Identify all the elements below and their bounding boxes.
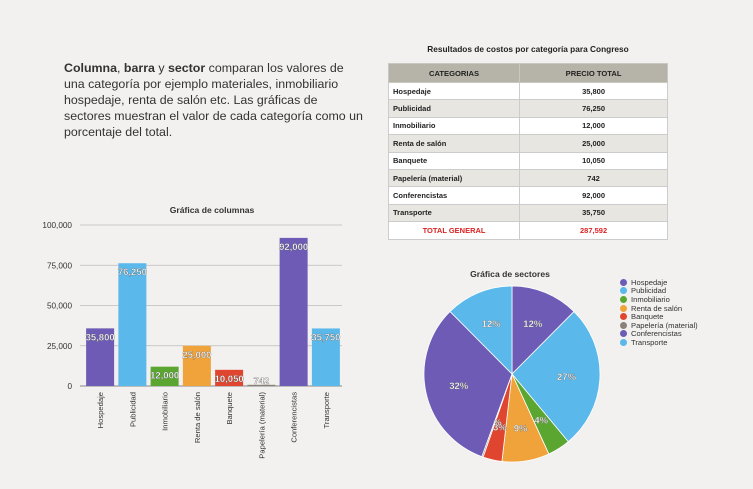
y-tick-label: 50,000	[47, 302, 72, 311]
legend-item: Publicidad	[620, 286, 698, 296]
y-tick-label: 75,000	[47, 261, 72, 270]
bar	[118, 263, 147, 386]
legend-swatch	[620, 295, 627, 303]
pie-percent-label: 4%	[534, 416, 548, 427]
legend-label: Banquete	[631, 312, 664, 322]
pie-slice	[511, 311, 601, 443]
x-category-label: Banquete	[225, 392, 234, 425]
bar-value-label: 92,000	[279, 242, 308, 253]
table-header-row: CATEGORIAS PRECIO TOTAL	[387, 63, 668, 83]
price-cell: 742	[519, 168, 668, 188]
legend-swatch	[620, 313, 627, 321]
bar	[86, 328, 115, 386]
legend-item: Transporte	[620, 338, 698, 347]
legend-item: Renta de salón	[620, 304, 698, 313]
y-tick-label: 0	[67, 382, 72, 391]
total-value: 287,592	[519, 221, 668, 240]
bar	[279, 237, 308, 386]
intro-text-2: y	[154, 61, 168, 75]
x-category-label: Conferencistas	[290, 392, 299, 443]
price-cell: 76,250	[519, 99, 668, 118]
legend-swatch	[620, 304, 627, 312]
table-row: Conferencistas 92,000	[387, 186, 668, 205]
legend-label: Renta de salón	[631, 303, 683, 313]
pie-chart-title: Gráfica de sectores	[470, 269, 550, 279]
legend-item: Hospedaje	[620, 278, 698, 287]
intro-bold-sector: sector	[168, 61, 206, 75]
x-category-label: Inmobiliario	[161, 392, 170, 431]
pie-legend: Hospedaje Publicidad Inmobiliario Renta de…	[620, 278, 698, 347]
intro-bold-barra: barra	[123, 61, 155, 75]
legend-item: Banquete	[620, 312, 698, 321]
x-category-label: Publicidad	[128, 392, 137, 427]
header-categorias: CATEGORIAS	[387, 63, 521, 83]
table-row: Renta de salón 25,000	[387, 134, 668, 153]
x-category-label: Hospedaje	[96, 392, 105, 428]
bar	[311, 328, 340, 386]
table-title: Resultados de costos por categoría para …	[427, 44, 629, 54]
pie-percent-label: 9%	[514, 423, 528, 434]
bar-value-label: 76,250	[118, 267, 147, 278]
category-cell: Papelería (material)	[387, 168, 521, 188]
y-tick-label: 100,000	[42, 221, 72, 230]
table-body: Hospedaje 35,800 Publicidad 76,250 Inmobilia…	[387, 81, 668, 240]
total-label: TOTAL GENERAL	[387, 221, 521, 240]
pie-slice	[423, 310, 513, 458]
bar-value-label: 12,000	[150, 371, 179, 382]
category-cell: Renta de salón	[387, 134, 521, 153]
pie-slice	[449, 285, 513, 375]
legend-item: Papelería (material)	[620, 321, 698, 330]
legend-label: Papelería (material)	[631, 320, 698, 330]
intro-text-3: comparan los valores de una categoría po…	[64, 61, 363, 139]
table-row: Publicidad 76,250	[387, 99, 668, 118]
pie-percent-label: 32%	[449, 381, 469, 392]
pie-percent-label: 12%	[523, 319, 543, 330]
legend-label: Hospedaje	[631, 277, 668, 287]
table-row: Hospedaje 35,800	[387, 81, 668, 101]
pie-percent-label: 12%	[482, 319, 502, 330]
legend-swatch	[620, 287, 627, 295]
column-chart: 0 25,000 50,000 75,000 100,000 35,800 Hospedaj…	[42, 221, 342, 459]
bar	[150, 366, 179, 386]
x-category-label: Papelería (material)	[257, 392, 266, 459]
bar-value-label: 742	[253, 376, 269, 387]
pie-percent-label: 0%	[488, 418, 502, 429]
x-category-label: Renta de salón	[193, 392, 202, 443]
legend-label: Conferencistas	[631, 329, 682, 339]
intro-paragraph: Columna, barra y sector comparan los val…	[64, 60, 364, 140]
table-row: Transporte 35,750	[387, 203, 668, 223]
legend-swatch	[620, 278, 627, 286]
bar-value-label: 25,000	[182, 350, 211, 361]
legend-item: Inmobiliario	[620, 295, 698, 304]
pie-percent-label: 27%	[557, 372, 577, 383]
legend-label: Publicidad	[631, 286, 667, 296]
price-cell: 25,000	[519, 134, 668, 153]
header-precio-total: PRECIO TOTAL	[519, 63, 668, 83]
intro-bold-columna: Columna	[64, 61, 118, 75]
legend-swatch	[620, 330, 627, 338]
bar	[182, 345, 211, 386]
x-category-label: Transporte	[322, 392, 331, 428]
bar	[247, 384, 276, 386]
table-row: Papelería (material) 742	[387, 168, 668, 188]
legend-label: Inmobiliario	[631, 294, 670, 304]
total-row: TOTAL GENERAL 287,592	[387, 221, 668, 240]
pie-percent-label: 3%	[493, 423, 507, 434]
price-cell: 35,750	[519, 203, 668, 223]
bar-value-label: 10,050	[215, 374, 244, 385]
costs-table: CATEGORIAS PRECIO TOTAL Hospedaje 35,800 P…	[387, 63, 668, 240]
y-tick-label: 25,000	[47, 342, 72, 351]
bar-value-label: 35,750	[311, 332, 340, 343]
column-chart-title: Gráfica de columnas	[169, 205, 255, 215]
legend-label: Transporte	[631, 337, 668, 347]
legend-swatch	[620, 321, 627, 329]
pie-chart: 12% 27% 4% 9% 3%0% 32% 12%	[423, 285, 601, 463]
legend-swatch	[620, 338, 627, 346]
pie-slice	[511, 285, 575, 375]
bar-value-label: 35,800	[86, 332, 115, 343]
intro-text-1: ,	[117, 61, 124, 75]
legend-item: Conferencistas	[620, 329, 698, 339]
bar	[215, 369, 244, 386]
